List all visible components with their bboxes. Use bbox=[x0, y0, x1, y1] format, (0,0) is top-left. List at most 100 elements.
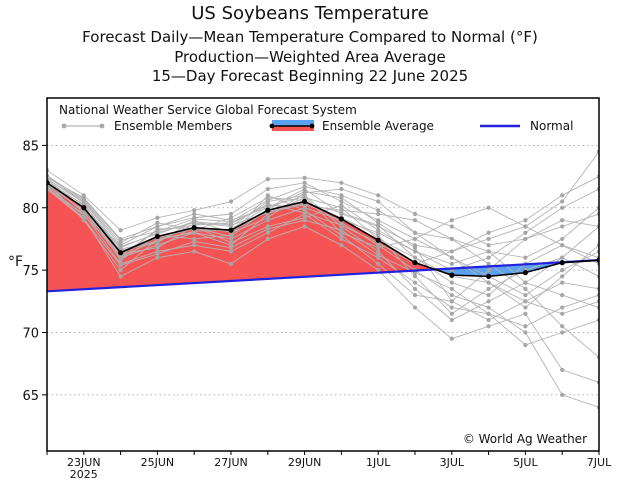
ensemble-member-point bbox=[412, 274, 418, 279]
x-tick-label: 3JUL bbox=[440, 456, 465, 469]
x-tick-label: 5JUL bbox=[513, 456, 538, 469]
ensemble-average-point bbox=[375, 237, 381, 243]
ensemble-member-line bbox=[47, 169, 599, 246]
ensemble-member-point bbox=[155, 255, 160, 260]
ensemble-member-point bbox=[302, 180, 307, 185]
ensemble-member-point bbox=[449, 305, 454, 310]
ensemble-member-point bbox=[192, 208, 197, 213]
ensemble-member-point bbox=[81, 213, 86, 218]
legend-average-label: Ensemble Average bbox=[322, 119, 434, 133]
ensemble-member-point bbox=[449, 336, 454, 341]
ensemble-member-point bbox=[449, 292, 454, 298]
ensemble-member-point bbox=[192, 221, 197, 227]
ensemble-member-point bbox=[486, 230, 491, 235]
ensemble-member-point bbox=[412, 218, 418, 223]
ensemble-member-point bbox=[486, 324, 491, 329]
legend-normal-label: Normal bbox=[530, 119, 573, 133]
ensemble-member-point bbox=[523, 305, 528, 310]
ensemble-member-point bbox=[376, 193, 381, 198]
ensemble-member-point bbox=[302, 218, 307, 223]
ensemble-member-point bbox=[228, 199, 234, 204]
ensemble-member-point bbox=[376, 220, 381, 225]
ensemble-member-line bbox=[47, 176, 599, 284]
ensemble-average-point bbox=[449, 272, 455, 278]
ensemble-average-point bbox=[302, 198, 308, 205]
y-tick-label: 85 bbox=[22, 139, 39, 154]
ensemble-member-point bbox=[523, 224, 528, 229]
ensemble-member-point bbox=[486, 299, 491, 304]
chart-title: US Soybeans Temperature bbox=[191, 3, 429, 24]
ensemble-member-point bbox=[228, 211, 234, 217]
ensemble-member-point bbox=[118, 256, 123, 262]
ensemble-member-point bbox=[560, 392, 565, 397]
ensemble-member-line bbox=[47, 186, 599, 265]
legend-average-swatch bbox=[269, 120, 315, 131]
ensemble-member-point bbox=[486, 243, 491, 248]
x-tick-label: 25JUN bbox=[141, 456, 175, 469]
ensemble-member-point bbox=[560, 305, 565, 310]
ensemble-member-point bbox=[376, 261, 381, 266]
x-tick-sublabel: 2025 bbox=[70, 468, 98, 480]
ensemble-member-point bbox=[560, 224, 565, 229]
ensemble-member-point bbox=[523, 230, 528, 235]
ensemble-member-point bbox=[265, 230, 270, 235]
ensemble-member-point bbox=[265, 198, 270, 203]
ensemble-member-point bbox=[560, 324, 565, 329]
ensemble-member-point bbox=[560, 367, 565, 373]
ensemble-member-point bbox=[560, 292, 565, 298]
credit-label: © World Ag Weather bbox=[463, 432, 587, 446]
ensemble-average-point bbox=[559, 260, 565, 266]
ensemble-member-point bbox=[486, 305, 491, 310]
ensemble-average-point bbox=[522, 270, 529, 276]
chart-subtitle-3: 15—Day Forecast Beginning 22 June 2025 bbox=[151, 67, 469, 85]
ensemble-member-point bbox=[449, 236, 454, 242]
ensemble-member-point bbox=[486, 268, 491, 273]
ensemble-member-point bbox=[339, 186, 344, 192]
ensemble-member-point bbox=[412, 236, 418, 242]
ensemble-member-point bbox=[192, 216, 197, 222]
ensemble-member-line bbox=[47, 188, 599, 346]
ensemble-average-point bbox=[118, 250, 124, 256]
chart-subtitle-1: Forecast Daily—Mean Temperature Compared… bbox=[82, 28, 538, 46]
ensemble-member-point bbox=[412, 292, 418, 298]
legend-source: National Weather Service Global Forecast… bbox=[59, 103, 357, 117]
ensemble-member-point bbox=[339, 236, 344, 242]
ensemble-member-point bbox=[523, 342, 528, 348]
ensemble-member-point bbox=[486, 249, 491, 254]
ensemble-member-point bbox=[155, 251, 160, 257]
ensemble-member-point bbox=[339, 203, 344, 208]
ensemble-member-point bbox=[412, 255, 418, 260]
ensemble-member-point bbox=[339, 195, 344, 200]
ensemble-member-point bbox=[486, 292, 491, 298]
ensemble-member-point bbox=[339, 210, 344, 215]
ensemble-member-point bbox=[412, 280, 418, 285]
ensemble-member-point bbox=[228, 261, 234, 266]
ensemble-member-point bbox=[412, 211, 418, 217]
ensemble-member-point bbox=[265, 201, 270, 207]
ensemble-member-point bbox=[523, 236, 528, 242]
ensemble-member-point bbox=[560, 268, 565, 273]
ensemble-member-point bbox=[118, 238, 123, 243]
ensemble-member-point bbox=[560, 274, 565, 279]
ensemble-member-point bbox=[376, 208, 381, 213]
ensemble-member-point bbox=[302, 210, 307, 215]
ensemble-average-point bbox=[81, 205, 87, 211]
ensemble-member-point bbox=[449, 299, 454, 304]
ensemble-member-point bbox=[449, 317, 454, 323]
ensemble-member-point bbox=[155, 245, 160, 250]
ensemble-member-point bbox=[192, 249, 197, 254]
ensemble-member-point bbox=[265, 215, 270, 220]
ensemble-member-point bbox=[486, 317, 491, 323]
ensemble-member-point bbox=[523, 330, 528, 335]
ensemble-member-point bbox=[118, 274, 123, 279]
ensemble-member-point bbox=[228, 215, 234, 220]
ensemble-member-point bbox=[376, 245, 381, 250]
ensemble-member-point bbox=[265, 176, 270, 182]
ensemble-member-point bbox=[302, 194, 307, 199]
ensemble-member-point bbox=[412, 249, 418, 254]
ensemble-member-point bbox=[302, 175, 307, 180]
ensemble-member-point bbox=[339, 223, 344, 228]
y-tick-label: 65 bbox=[22, 389, 39, 404]
ensemble-member-point bbox=[376, 233, 381, 238]
